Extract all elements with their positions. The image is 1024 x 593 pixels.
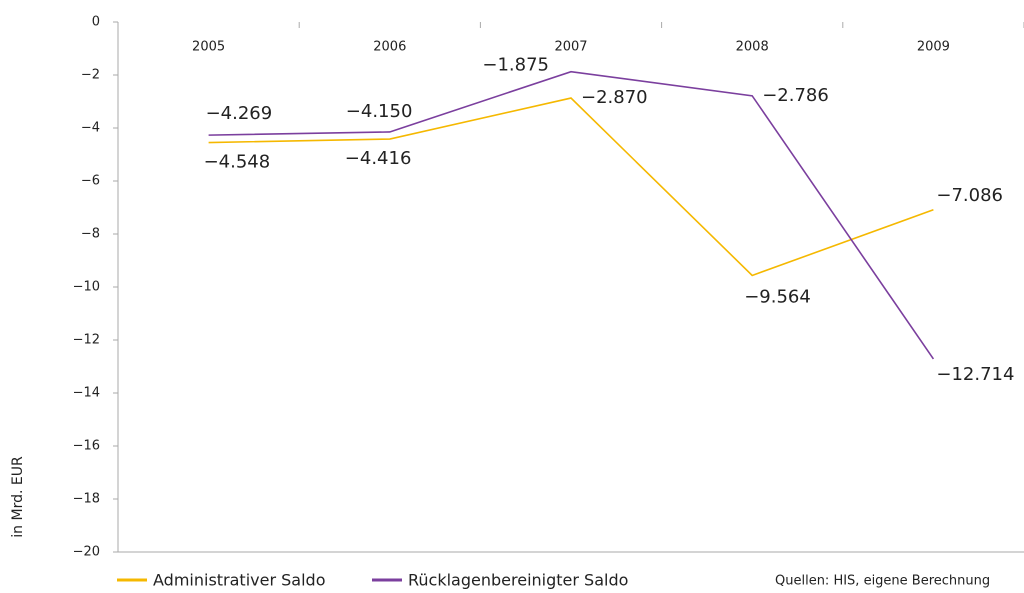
data-label: −9.564 (744, 286, 811, 307)
y-tick-label: −4 (81, 121, 100, 136)
x-tick-label: 2005 (192, 40, 225, 55)
x-tick-label: 2008 (736, 40, 769, 55)
data-label: −2.870 (581, 87, 648, 108)
y-tick-label: −20 (73, 545, 100, 560)
line-series (208, 97, 934, 277)
y-tick-label: −2 (81, 68, 100, 83)
line-series (208, 70, 935, 360)
data-label: −4.150 (346, 101, 413, 122)
x-tick-label: 2007 (554, 40, 587, 55)
data-label: −4.416 (345, 148, 412, 169)
data-label: −1.875 (482, 55, 549, 76)
y-tick-label: −14 (73, 386, 100, 401)
data-label: −7.086 (936, 185, 1003, 206)
y-tick-label: −18 (73, 492, 100, 507)
legend-label: Rücklagenbereinigter Saldo (408, 571, 628, 590)
x-tick-label: 2009 (917, 40, 950, 55)
y-tick-label: −16 (73, 439, 100, 454)
source-note: Quellen: HIS, eigene Berechnung (775, 574, 990, 589)
y-tick-label: −6 (81, 174, 100, 189)
data-label: −4.548 (204, 152, 271, 173)
y-tick-label: −8 (81, 227, 100, 242)
data-label: −12.714 (936, 364, 1014, 385)
data-label: −4.269 (206, 103, 273, 124)
y-tick-label: −12 (73, 333, 100, 348)
x-tick-label: 2006 (373, 40, 406, 55)
y-tick-label: 0 (92, 15, 100, 30)
y-axis-label: in Mrd. EUR (10, 456, 26, 538)
data-label: −2.786 (762, 85, 829, 106)
legend-label: Administrativer Saldo (153, 571, 325, 590)
y-tick-label: −10 (73, 280, 100, 295)
